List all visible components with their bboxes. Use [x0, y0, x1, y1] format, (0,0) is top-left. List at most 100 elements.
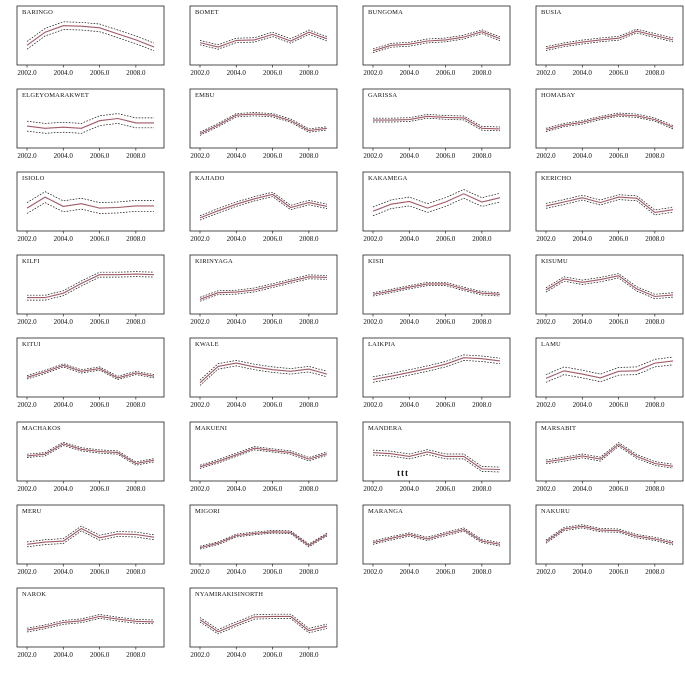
- upper-ci-line: [372, 527, 501, 544]
- panel-title: MERU: [22, 508, 42, 515]
- x-tick-label: 2008.0: [645, 401, 665, 409]
- panel-meru: MERU 2002.0 2004.0 2006.0 2008.0: [10, 503, 168, 578]
- upper-ci-line: [372, 354, 501, 378]
- panel-title: BOMET: [195, 9, 219, 16]
- x-tick-label: 2004.0: [227, 651, 247, 659]
- x-tick-label: 2004.0: [573, 235, 593, 243]
- x-tick-label: 2008.0: [645, 485, 665, 493]
- upper-ci-line: [199, 613, 328, 630]
- x-tick-label: 2006.0: [436, 485, 456, 493]
- x-tick-label: 2004.0: [573, 69, 593, 77]
- mean-line: [545, 443, 674, 467]
- panel-plot: MACHAKOS 2002.0 2004.0 2006.0 2008.0: [16, 421, 165, 493]
- x-tick-label: 2002.0: [536, 485, 556, 493]
- panel-frame: [362, 254, 511, 315]
- panel-elgeyomarakwet: ELGEYOMARAKWET 2002.0 2004.0 2006.0 2008.0: [10, 87, 168, 162]
- x-tick-label: 2004.0: [54, 401, 74, 409]
- panel-laikpia: LAIKPIA 2002.0 2004.0 2006.0 2008.0: [356, 336, 514, 411]
- panel-mandera: MANDERA 2002.0 2004.0 2006.0 2008.0 ttt: [356, 420, 514, 495]
- panel-frame: [189, 5, 338, 66]
- panel-title: KITUI: [22, 341, 41, 348]
- lower-ci-line: [372, 33, 501, 54]
- x-tick-label: 2002.0: [363, 401, 383, 409]
- mean-line: [372, 529, 501, 545]
- upper-ci-line: [26, 441, 155, 463]
- lower-ci-line: [372, 285, 501, 297]
- upper-ci-line: [373, 114, 501, 128]
- lower-ci-line: [545, 445, 674, 469]
- panel-title: NAKURU: [541, 508, 570, 515]
- panel-nyamirakisinorth: NYAMIRAKISINORTH 2002.0 2004.0 2006.0 2008.0: [183, 586, 341, 661]
- x-tick-label: 2006.0: [436, 568, 456, 576]
- x-tick-label: 2006.0: [263, 568, 283, 576]
- panel-frame: [16, 504, 165, 565]
- panel-title: BARINGO: [22, 9, 53, 16]
- x-tick-label: 2008.0: [472, 568, 492, 576]
- lower-ci-line: [26, 366, 155, 380]
- panel-frame: [535, 254, 684, 315]
- x-tick-label: 2006.0: [609, 69, 629, 77]
- panel-plot: KAJIADO 2002.0 2004.0 2006.0 2008.0: [189, 171, 338, 243]
- x-tick-label: 2004.0: [227, 485, 247, 493]
- panel-kisii: KISII 2002.0 2004.0 2006.0 2008.0: [356, 253, 514, 328]
- panel-plot: LAIKPIA 2002.0 2004.0 2006.0 2008.0: [362, 337, 511, 409]
- panel-frame: [16, 587, 165, 648]
- lower-ci-line: [545, 115, 674, 132]
- panel-title: KILFI: [22, 258, 40, 265]
- panel-machakos: MACHAKOS 2002.0 2004.0 2006.0 2008.0: [10, 420, 168, 495]
- x-tick-label: 2004.0: [573, 152, 593, 160]
- mean-line: [545, 525, 674, 544]
- panel-plot: KERICHO 2002.0 2004.0 2006.0 2008.0: [535, 171, 684, 243]
- x-tick-label: 2008.0: [299, 568, 319, 576]
- x-tick-label: 2004.0: [227, 568, 247, 576]
- x-tick-label: 2002.0: [190, 485, 210, 493]
- panel-frame: [16, 5, 165, 66]
- x-tick-label: 2006.0: [609, 318, 629, 326]
- upper-ci-line: [199, 274, 328, 298]
- mean-line: [199, 362, 328, 384]
- panel-title: KAKAMEGA: [368, 175, 408, 182]
- x-tick-label: 2008.0: [126, 318, 146, 326]
- panel-frame: [189, 254, 338, 315]
- panel-frame: [16, 254, 165, 315]
- upper-ci-line: [372, 449, 501, 468]
- x-tick-label: 2008.0: [472, 152, 492, 160]
- mean-line: [26, 527, 155, 545]
- panel-plot: BUSIA 2002.0 2004.0 2006.0 2008.0: [535, 5, 684, 77]
- panel-frame: [535, 5, 684, 66]
- x-tick-label: 2006.0: [263, 318, 283, 326]
- x-tick-label: 2002.0: [363, 69, 383, 77]
- mean-line: [199, 193, 328, 219]
- x-tick-label: 2006.0: [263, 235, 283, 243]
- lower-ci-line: [199, 34, 328, 50]
- panel-title: LAMU: [541, 341, 561, 348]
- x-tick-label: 2002.0: [536, 568, 556, 576]
- mean-line: [199, 447, 328, 468]
- panel-plot: ISIOLO 2002.0 2004.0 2006.0 2008.0: [16, 171, 165, 243]
- x-tick-label: 2008.0: [299, 152, 319, 160]
- panel-title: MACHAKOS: [22, 425, 61, 432]
- x-tick-label: 2004.0: [227, 152, 247, 160]
- panel-homabay: HOMABAY 2002.0 2004.0 2006.0 2008.0: [529, 87, 685, 162]
- x-tick-label: 2008.0: [299, 401, 319, 409]
- x-tick-label: 2008.0: [645, 568, 665, 576]
- x-tick-label: 2006.0: [90, 235, 110, 243]
- upper-ci-line: [372, 29, 501, 50]
- upper-ci-line: [545, 356, 674, 375]
- panel-bomet: BOMET 2002.0 2004.0 2006.0 2008.0: [183, 4, 341, 79]
- x-tick-label: 2006.0: [609, 235, 629, 243]
- upper-ci-line: [199, 191, 328, 217]
- x-tick-label: 2002.0: [190, 401, 210, 409]
- panel-plot: LAMU 2002.0 2004.0 2006.0 2008.0: [535, 337, 684, 409]
- x-tick-label: 2006.0: [436, 318, 456, 326]
- x-tick-label: 2004.0: [400, 401, 420, 409]
- upper-ci-line: [545, 524, 674, 542]
- upper-ci-line: [27, 271, 155, 296]
- upper-ci-line: [26, 525, 155, 543]
- x-tick-label: 2004.0: [227, 401, 247, 409]
- mean-line: [26, 615, 155, 631]
- x-tick-label: 2008.0: [126, 485, 146, 493]
- x-tick-label: 2004.0: [227, 235, 247, 243]
- panel-frame: [535, 171, 684, 232]
